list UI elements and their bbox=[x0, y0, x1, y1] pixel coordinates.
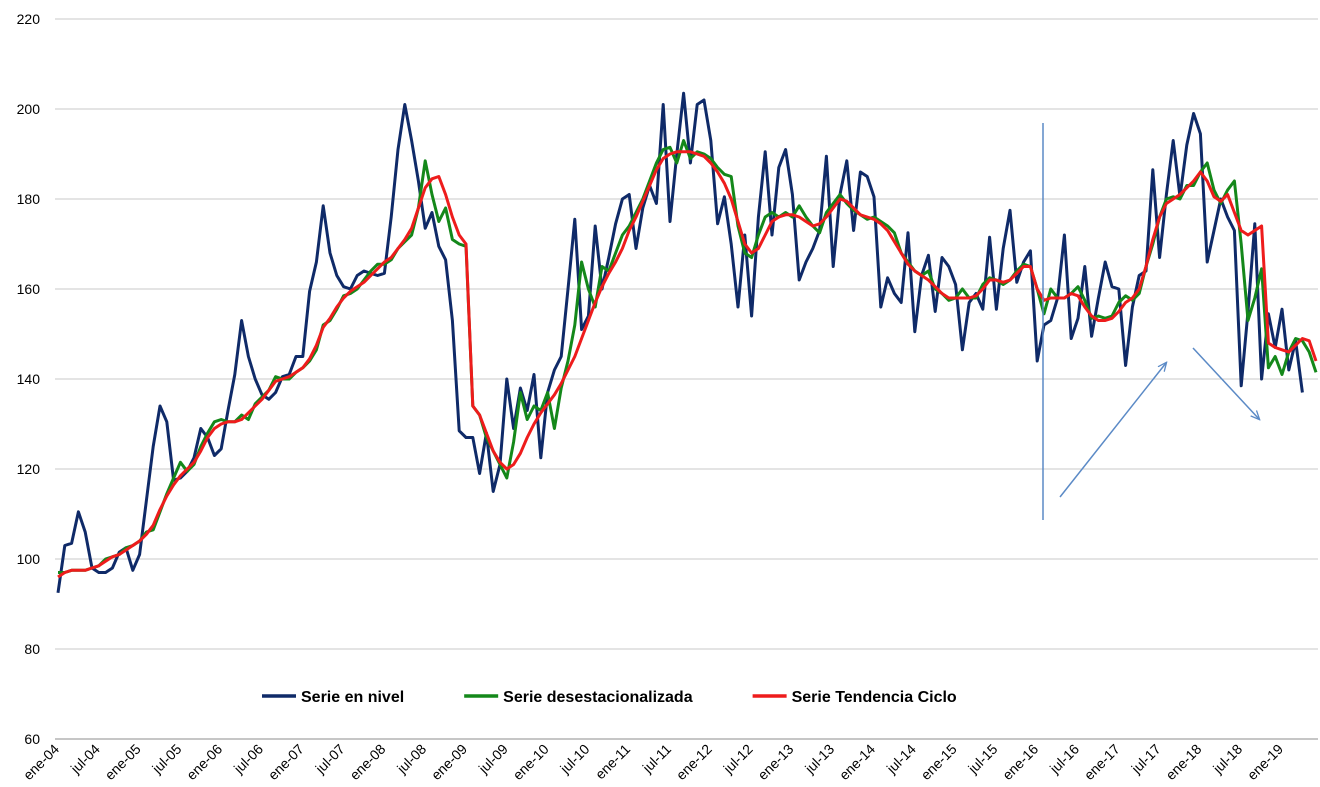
x-tick-label: ene-15 bbox=[918, 741, 960, 783]
y-tick-label: 140 bbox=[17, 371, 41, 387]
x-tick-label: ene-05 bbox=[102, 741, 144, 783]
x-tick-label: jul-11 bbox=[639, 741, 675, 777]
x-tick-label: jul-13 bbox=[801, 741, 837, 777]
x-tick-label: ene-16 bbox=[999, 741, 1041, 783]
y-tick-label: 80 bbox=[24, 641, 40, 657]
x-tick-label: ene-18 bbox=[1162, 741, 1204, 783]
x-tick-label: jul-06 bbox=[230, 741, 266, 777]
x-tick-label: ene-14 bbox=[836, 741, 878, 783]
x-tick-label: jul-14 bbox=[883, 741, 919, 777]
x-tick-label: ene-12 bbox=[673, 741, 715, 783]
x-tick-label: ene-08 bbox=[346, 741, 388, 783]
x-tick-label: jul-16 bbox=[1046, 741, 1082, 777]
y-tick-label: 60 bbox=[24, 731, 40, 747]
x-tick-label: ene-06 bbox=[183, 741, 225, 783]
legend-label: Serie en nivel bbox=[301, 689, 404, 706]
series-line bbox=[57, 150, 1318, 579]
x-tick-label: ene-11 bbox=[592, 741, 634, 783]
series-line bbox=[56, 91, 1304, 594]
x-tick-label: jul-05 bbox=[148, 741, 184, 777]
x-tick-label: jul-17 bbox=[1127, 741, 1163, 777]
y-tick-label: 180 bbox=[17, 191, 41, 207]
lines bbox=[56, 91, 1318, 594]
y-tick-label: 120 bbox=[17, 461, 41, 477]
annotation-arrow bbox=[1192, 347, 1259, 419]
x-tick-label: jul-09 bbox=[475, 741, 511, 777]
x-tick-label: ene-04 bbox=[20, 741, 62, 783]
legend-label: Serie Tendencia Ciclo bbox=[792, 689, 957, 706]
x-tick-label: ene-09 bbox=[428, 741, 470, 783]
annotations bbox=[1042, 123, 1259, 520]
x-tick-label: jul-12 bbox=[719, 741, 755, 777]
x-tick-label: jul-15 bbox=[964, 741, 1000, 777]
y-tick-label: 200 bbox=[17, 101, 41, 117]
x-tick-label: ene-19 bbox=[1244, 741, 1286, 783]
annotation-arrow bbox=[1059, 363, 1166, 498]
y-tick-label: 160 bbox=[17, 281, 41, 297]
y-tick-label: 220 bbox=[17, 11, 41, 27]
x-tick-label: jul-08 bbox=[393, 741, 429, 777]
x-tick-label: ene-10 bbox=[510, 741, 552, 783]
x-tick-label: jul-07 bbox=[311, 741, 347, 777]
x-tick-label: ene-07 bbox=[265, 741, 307, 783]
legend: Serie en nivel Serie desestacionalizada Se… bbox=[262, 689, 957, 706]
x-tick-label: jul-04 bbox=[67, 741, 103, 777]
legend-label: Serie desestacionalizada bbox=[503, 689, 693, 706]
x-tick-label: ene-17 bbox=[1081, 741, 1123, 783]
x-tick-label: jul-10 bbox=[556, 741, 592, 777]
x-tick-label: jul-18 bbox=[1209, 741, 1245, 777]
y-tick-label: 100 bbox=[17, 551, 41, 567]
x-tick-label: ene-13 bbox=[754, 741, 796, 783]
